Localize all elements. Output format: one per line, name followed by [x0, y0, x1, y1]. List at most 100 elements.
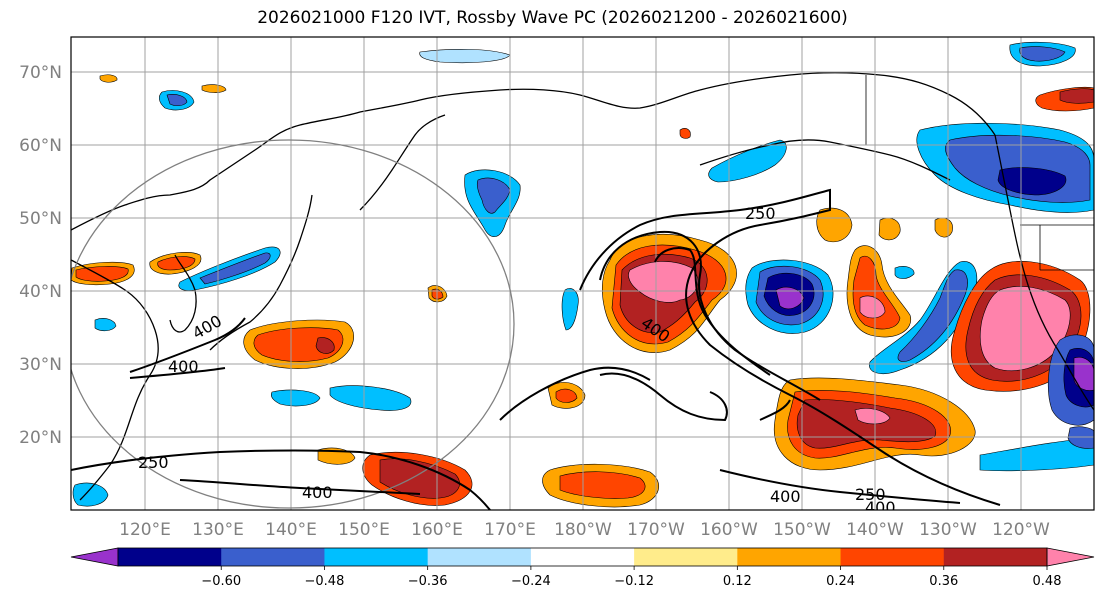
positive-anomaly-region — [555, 388, 578, 403]
positive-anomaly-region — [1059, 88, 1094, 104]
ivt-contour-400 — [599, 230, 821, 401]
map-title: 2026021000 F120 IVT, Rossby Wave PC (202… — [257, 8, 848, 28]
ivt-contour-250 — [499, 366, 651, 421]
map-frame — [70, 36, 1095, 511]
positive-anomaly-region — [628, 261, 698, 303]
positive-anomaly-region — [796, 399, 937, 449]
positive-anomaly-region — [854, 408, 891, 425]
positive-anomaly-region — [253, 327, 344, 362]
negative-anomaly-region — [979, 437, 1094, 472]
colorbar-tick-label: 0.24 — [826, 574, 855, 589]
negative-anomaly-region — [419, 49, 511, 64]
colorbar-tick-label: −0.12 — [614, 574, 654, 589]
lat-tick-label: 60°N — [19, 136, 62, 156]
lon-tick-label: 180°W — [554, 520, 612, 540]
colorbar-segment — [427, 548, 532, 566]
colorbar: −0.60 −0.48 −0.36 −0.24 −0.12 0.12 0.24 0.36 0.4… — [70, 547, 1095, 589]
coastline-north-america — [994, 134, 1094, 411]
positive-anomaly-region — [979, 286, 1071, 371]
lat-tick-label: 30°N — [19, 355, 62, 375]
lon-tick-label: 120°E — [119, 520, 171, 540]
colorbar-tick-label: −0.24 — [511, 574, 551, 589]
negative-anomaly-region — [1019, 46, 1066, 62]
contour-label: 250 — [855, 485, 886, 504]
contour-label: 250 — [138, 453, 169, 472]
negative-anomaly-region — [1067, 426, 1094, 449]
positive-anomaly-region — [878, 217, 901, 241]
contour-label: 400 — [770, 487, 801, 506]
colorbar-segment — [943, 548, 1048, 566]
negative-anomaly-region — [270, 389, 321, 407]
negative-anomaly-region — [997, 167, 1067, 196]
ivt-contour-400 — [129, 317, 246, 373]
lon-tick-label: 130°W — [919, 520, 977, 540]
contour-label: 400 — [865, 498, 896, 517]
lon-tick-label: 170°W — [627, 520, 685, 540]
colorbar-segment — [324, 548, 429, 566]
positive-anomaly-region — [99, 74, 118, 83]
ivt-contour-400 — [719, 469, 961, 504]
ivt-contour-400 — [129, 367, 226, 379]
colorbar-tick-label: −0.60 — [201, 574, 241, 589]
colorbar-tick-label: −0.48 — [305, 574, 345, 589]
colorbar-segment — [634, 548, 738, 566]
lat-tick-label: 70°N — [19, 63, 62, 83]
contour-label: 250 — [745, 204, 776, 223]
negative-anomaly-region — [166, 94, 188, 107]
colorbar-segment — [530, 548, 635, 566]
coastline-kamchatka — [359, 114, 446, 211]
positive-anomaly-region — [315, 337, 335, 354]
colorbar-frame — [117, 547, 1048, 567]
ivt-contours — [71, 188, 1001, 510]
colorbar-segment — [221, 548, 325, 566]
colorbar-segment — [840, 548, 945, 566]
negative-anomaly-region — [775, 286, 805, 310]
gridlines — [71, 37, 1094, 510]
lat-tick-label: 50°N — [19, 209, 62, 229]
positive-anomaly-region — [201, 84, 227, 93]
positive-anomaly-region — [559, 471, 646, 499]
negative-anomaly-region — [897, 269, 968, 362]
coastline-alaska-south — [699, 139, 951, 181]
lon-tick-label: 140°W — [846, 520, 904, 540]
lon-tick-label: 170°E — [484, 520, 536, 540]
lon-tick-label: 150°E — [338, 520, 390, 540]
lat-tick-label: 40°N — [19, 282, 62, 302]
negative-anomaly-region — [72, 482, 109, 507]
lon-tick-label: 160°W — [700, 520, 758, 540]
lon-tick-label: 160°E — [411, 520, 463, 540]
ivt-contour-250 — [759, 399, 791, 421]
ivt-contour-400 — [599, 372, 728, 422]
coastline-china — [71, 259, 159, 501]
positive-anomaly-region — [816, 207, 853, 243]
colorbar-extend-high — [1046, 547, 1095, 567]
colorbar-tick-label: 0.12 — [723, 574, 752, 589]
lon-tick-label: 120°W — [992, 520, 1050, 540]
colorbar-segment — [737, 548, 842, 566]
colorbar-tick-label: 0.48 — [1033, 574, 1062, 589]
coastline-korea — [169, 254, 197, 333]
colorbar-extend-low — [70, 547, 119, 567]
longitude-axis: 120°E 130°E 140°E 150°E 160°E 170°E 180°… — [119, 520, 1050, 540]
positive-anomaly-region — [157, 256, 196, 271]
colorbar-segment — [118, 548, 222, 566]
latitude-axis: 70°N 60°N 50°N 40°N 30°N 20°N — [19, 63, 62, 448]
ivt-contour-250 — [579, 188, 1001, 506]
colorbar-tick-label: 0.36 — [929, 574, 958, 589]
coastline-japan — [209, 194, 313, 351]
negative-anomaly-region — [476, 177, 511, 214]
positive-anomaly-region — [679, 128, 691, 139]
negative-anomaly-region — [894, 266, 915, 279]
ivt-contour-400 — [654, 247, 771, 376]
positive-anomaly-region — [934, 217, 953, 238]
negative-anomaly-region — [94, 318, 117, 332]
ivt-anomaly-fields — [71, 41, 1094, 508]
ivt-contour-400 — [179, 479, 421, 495]
negative-anomaly-region — [708, 139, 787, 183]
contour-label: 400 — [168, 357, 199, 376]
political-borders — [865, 75, 1094, 271]
lat-tick-label: 20°N — [19, 428, 62, 448]
colorbar-tick-label: −0.36 — [408, 574, 448, 589]
contour-label: 400 — [302, 483, 333, 502]
negative-anomaly-region — [1073, 357, 1094, 391]
